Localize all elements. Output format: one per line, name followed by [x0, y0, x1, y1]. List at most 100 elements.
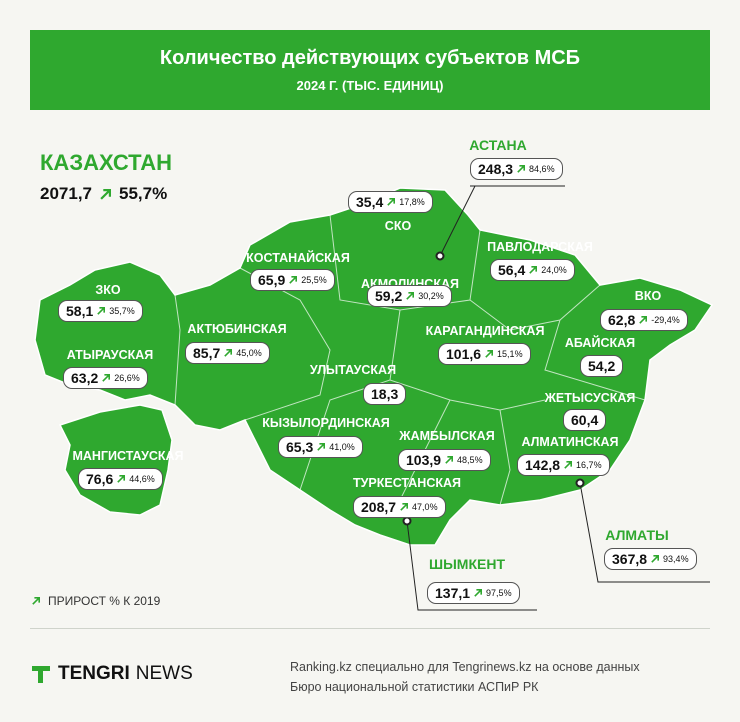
region-name: СКО	[384, 219, 412, 233]
region-value: 76,6	[86, 471, 114, 487]
growth-arrow	[289, 276, 298, 284]
region-growth: 26,6%	[114, 373, 140, 383]
value-box: 18,3	[363, 383, 407, 405]
source: Ranking.kz специально для Tengrinews.kz …	[290, 657, 640, 697]
value-box: 248,3 84,6%	[470, 158, 563, 180]
region-growth: -29,4%	[651, 315, 680, 325]
brand-logo	[32, 666, 50, 683]
value-box: 63,2 26,6%	[63, 367, 148, 389]
total-block: КАЗАХСТАН 2071,7 55,7%	[40, 150, 172, 204]
value-box: 137,1 97,5%	[427, 582, 520, 604]
growth-arrow	[400, 503, 409, 511]
header-banner: Количество действующих субъектов МСБ 202…	[30, 30, 710, 110]
region-value: 85,7	[193, 345, 221, 361]
region-growth: 93,4%	[663, 554, 689, 564]
region-value: 63,2	[71, 370, 99, 386]
growth-arrow	[474, 589, 483, 597]
source-line: Бюро национальной статистики АСПиР РК	[290, 680, 539, 694]
region-name: АЛМАТЫ	[605, 527, 669, 543]
region-growth: 44,6%	[129, 474, 155, 484]
legend-text: ПРИРОСТ % К 2019	[48, 594, 161, 608]
region-value: 101,6	[446, 346, 482, 362]
region-name: АКТЮБИНСКАЯ	[187, 322, 287, 336]
brand-light: NEWS	[135, 663, 193, 684]
growth-arrow	[224, 349, 233, 357]
region-value: 248,3	[478, 161, 514, 177]
value-box: 367,8 93,4%	[604, 548, 697, 570]
region-name: АЛМАТИНСКАЯ	[521, 435, 619, 449]
region-name: АСТАНА	[469, 137, 527, 153]
total-name: КАЗАХСТАН	[40, 150, 172, 175]
legend: ПРИРОСТ % К 2019	[32, 594, 160, 608]
growth-arrow	[406, 292, 415, 300]
region-growth: 35,7%	[109, 306, 135, 316]
growth-arrow	[529, 266, 538, 274]
value-box: 60,4	[563, 409, 607, 431]
region-value: 62,8	[608, 312, 636, 328]
region-growth: 48,5%	[457, 455, 483, 465]
region-growth: 47,0%	[412, 502, 438, 512]
region-value: 142,8	[525, 457, 561, 473]
region-growth: 17,8%	[399, 197, 425, 207]
value-box: 65,9 25,5%	[250, 269, 335, 291]
value-box: 101,6 15,1%	[438, 343, 531, 365]
region-growth: 97,5%	[486, 588, 512, 598]
growth-arrow	[564, 461, 573, 469]
region-name: ТУРКЕСТАНСКАЯ	[352, 476, 462, 490]
region-name: ПАВЛОДАРСКАЯ	[487, 240, 593, 254]
region-value: 65,9	[258, 272, 286, 288]
region-growth: 45,0%	[236, 348, 262, 358]
region-name: ШЫМКЕНТ	[429, 556, 505, 572]
region-name: ЖАМБЫЛСКАЯ	[399, 429, 495, 443]
growth-arrow	[639, 316, 648, 324]
value-box: 142,8 16,7%	[517, 454, 610, 476]
region-value: 54,2	[588, 358, 616, 374]
region-value: 137,1	[435, 585, 471, 601]
subtitle: 2024 Г. (ТЫС. ЕДИНИЦ)	[296, 78, 444, 93]
region-growth: 41,0%	[329, 442, 355, 452]
total-value: 2071,7	[40, 184, 92, 203]
value-box: 35,4 17,8%	[348, 191, 433, 213]
growth-arrow	[97, 307, 106, 315]
region-value: 58,1	[66, 303, 94, 319]
region-value: 208,7	[361, 499, 397, 515]
region-value: 35,4	[356, 194, 384, 210]
region-name: АТЫРАУСКАЯ	[66, 348, 154, 362]
brand-bold: TENGRI	[58, 663, 130, 684]
region-name: КОСТАНАЙСКАЯ	[246, 251, 350, 265]
source-line: Ranking.kz специально для Tengrinews.kz …	[290, 660, 640, 674]
region-value: 59,2	[375, 288, 403, 304]
region-value: 18,3	[371, 386, 399, 402]
growth-arrow	[517, 165, 526, 173]
growth-arrow	[485, 350, 494, 358]
leader-lines	[406, 185, 710, 611]
region-growth: 16,7%	[576, 460, 602, 470]
growth-arrow	[32, 597, 40, 605]
growth-arrow	[102, 374, 111, 382]
growth-arrow	[317, 443, 326, 451]
total-growth: 55,7%	[119, 184, 168, 203]
growth-arrow	[117, 475, 126, 483]
region-name: КАРАГАНДИНСКАЯ	[425, 324, 545, 338]
region-value: 103,9	[406, 452, 442, 468]
value-box: 58,1 35,7%	[58, 300, 143, 322]
region-name: ЗКО	[95, 283, 121, 297]
region-name: КЫЗЫЛОРДИНСКАЯ	[262, 416, 390, 430]
region-growth: 30,2%	[418, 291, 444, 301]
value-box: 85,7 45,0%	[185, 342, 270, 364]
value-box: 59,2 30,2%	[367, 285, 452, 307]
region-name: ЖЕТЫСУСКАЯ	[544, 391, 636, 405]
growth-arrow	[387, 198, 396, 206]
separator	[30, 628, 710, 629]
region-growth: 15,1%	[497, 349, 523, 359]
region-name: АБАЙСКАЯ	[564, 336, 636, 350]
region-value: 56,4	[498, 262, 526, 278]
value-box: 62,8 -29,4%	[600, 309, 688, 331]
region-name: ВКО	[634, 289, 662, 303]
title: Количество действующих субъектов МСБ	[159, 47, 581, 69]
value-box: 208,7 47,0%	[353, 496, 446, 518]
value-box: 103,9 48,5%	[398, 449, 491, 471]
value-box: 65,3 41,0%	[278, 436, 363, 458]
region-growth: 25,5%	[301, 275, 327, 285]
